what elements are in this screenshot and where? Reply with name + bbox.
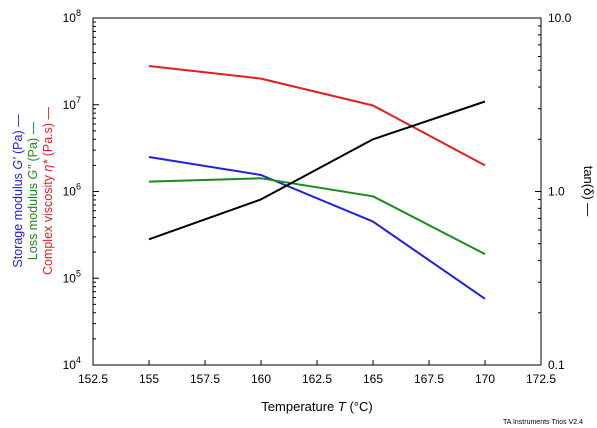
plot-frame — [92, 17, 542, 366]
left-y-axis-title: Storage modulus G' (Pa) —Loss modulus G'… — [11, 106, 55, 275]
x-tick-label: 157.5 — [190, 372, 220, 386]
software-credit: TA Instruments Trios V2.4 — [503, 419, 583, 426]
x-tick-label: 170 — [475, 372, 495, 386]
left-axis-title-line: Loss modulus G'' (Pa) — — [26, 121, 40, 260]
left-y-axis-ticks: 104 105 106 107 108 — [63, 8, 99, 372]
series-line-complex-viscosity — [148, 65, 486, 167]
right-y-axis-title: tan(δ) — — [581, 166, 596, 217]
left-axis-title-line: Complex viscosity η* (Pa.s) — — [41, 106, 55, 275]
series-line-storage-modulus-g — [148, 156, 486, 300]
right-tick-label: 10.0 — [548, 11, 572, 25]
series-line-tan — [148, 100, 486, 241]
x-tick-label: 167.5 — [414, 372, 444, 386]
series-line-loss-modulus-g — [148, 177, 486, 255]
left-tick-label: 108 — [63, 8, 81, 25]
left-tick-label: 105 — [63, 268, 81, 285]
x-tick-label: 155 — [139, 372, 159, 386]
left-tick-label: 107 — [63, 95, 81, 112]
x-axis-title: Temperature T (°C) — [261, 399, 372, 414]
x-tick-label: 162.5 — [302, 372, 332, 386]
left-tick-label: 104 — [63, 355, 81, 372]
x-tick-label: 160 — [251, 372, 271, 386]
right-tick-label: 0.1 — [548, 358, 565, 372]
left-axis-title-line: Storage modulus G' (Pa) — — [11, 114, 25, 268]
x-axis-ticks: 152.5 155 157.5 160 162.5 165 167.5 170 172.5 — [78, 360, 556, 386]
series-lines — [148, 65, 486, 300]
x-tick-label: 165 — [363, 372, 383, 386]
x-tick-label: 152.5 — [78, 372, 108, 386]
right-tick-label: 1.0 — [548, 185, 565, 199]
x-tick-label: 172.5 — [526, 372, 556, 386]
left-tick-label: 106 — [63, 182, 81, 199]
right-y-axis-ticks: 0.1 1.0 10.0 — [535, 11, 572, 372]
